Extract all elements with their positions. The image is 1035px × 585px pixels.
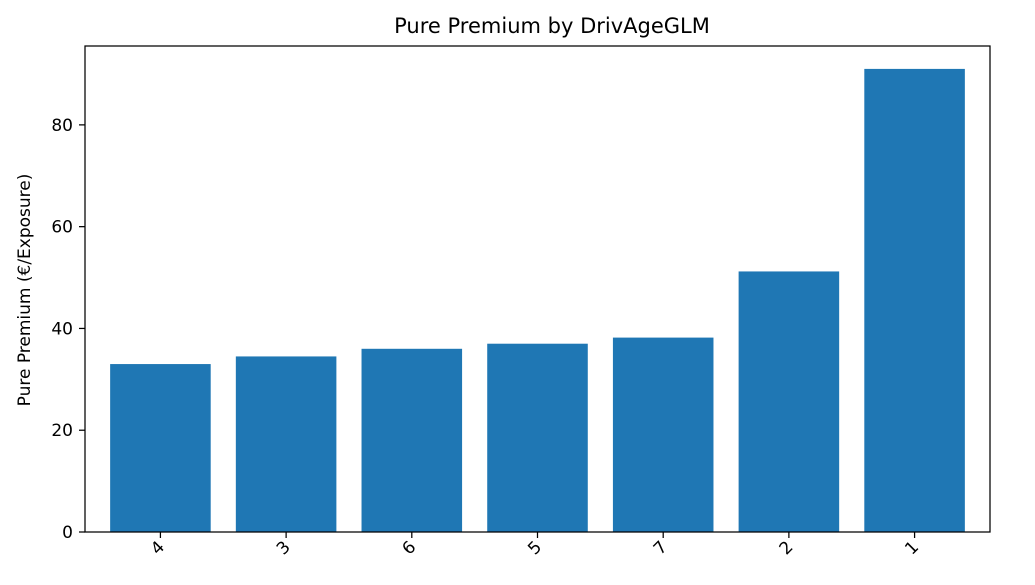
y-tick-label: 0 bbox=[62, 523, 73, 543]
bar-2 bbox=[738, 271, 840, 532]
x-tick-label: 3 bbox=[273, 537, 295, 559]
x-tick-label: 1 bbox=[901, 537, 923, 559]
bars-group bbox=[110, 68, 965, 533]
x-tick-label: 7 bbox=[650, 537, 672, 559]
chart-title: Pure Premium by DrivAgeGLM bbox=[394, 14, 710, 38]
y-tick-label: 20 bbox=[51, 421, 73, 441]
y-tick-label: 60 bbox=[51, 218, 73, 238]
y-tick-label: 80 bbox=[51, 116, 73, 136]
y-tick-label: 40 bbox=[51, 319, 73, 339]
y-axis-label: Pure Premium (€/Exposure) bbox=[15, 174, 35, 407]
x-tick-label: 2 bbox=[776, 537, 798, 559]
bar-6 bbox=[361, 348, 463, 532]
x-tick-label: 4 bbox=[147, 537, 169, 559]
bar-4 bbox=[110, 364, 211, 532]
bar-5 bbox=[487, 343, 588, 532]
bar-1 bbox=[864, 68, 965, 533]
y-axis-ticks: 0 20 40 60 80 bbox=[51, 116, 85, 543]
x-tick-label: 6 bbox=[399, 537, 421, 559]
x-tick-label: 5 bbox=[524, 537, 546, 559]
plot-area-frame bbox=[84, 45, 991, 533]
x-axis-ticks: 4 3 6 5 7 2 1 bbox=[147, 532, 923, 559]
bar-7 bbox=[612, 337, 714, 532]
bar-3 bbox=[235, 356, 337, 532]
